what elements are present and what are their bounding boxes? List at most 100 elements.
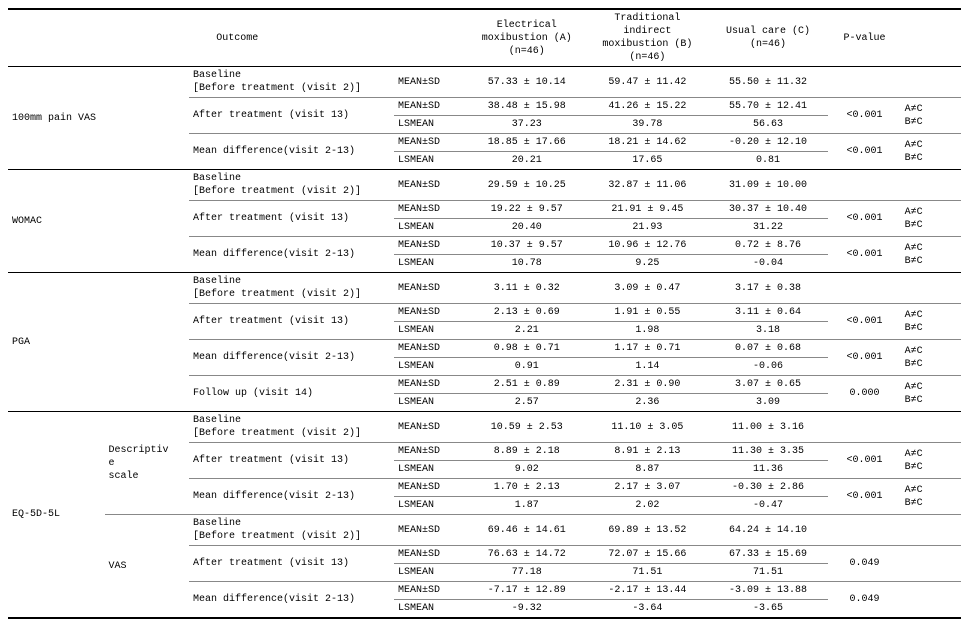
col-outcome: Outcome — [8, 9, 466, 67]
val-c: 3.07 ± 0.65 — [708, 376, 829, 394]
row-label: After treatment (visit 13) — [189, 546, 394, 582]
val-c: 3.09 — [708, 394, 829, 412]
val-a: 2.51 ± 0.89 — [466, 376, 587, 394]
val-b: 8.87 — [587, 461, 708, 479]
comparison: A≠CB≠C — [901, 340, 961, 376]
val-c: 31.09 ± 10.00 — [708, 170, 829, 201]
stat-type: MEAN±SD — [394, 273, 466, 304]
val-c: 31.22 — [708, 219, 829, 237]
val-c: -0.47 — [708, 497, 829, 515]
table-row: OutcomeElectrical moxibustion (A) (n=46)… — [8, 9, 961, 67]
stat-type: MEAN±SD — [394, 376, 466, 394]
val-b: 2.31 ± 0.90 — [587, 376, 708, 394]
row-label: Mean difference(visit 2-13) — [189, 479, 394, 515]
val-c: 56.63 — [708, 116, 829, 134]
val-b: 8.91 ± 2.13 — [587, 443, 708, 461]
stat-type: LSMEAN — [394, 394, 466, 412]
val-c: 3.18 — [708, 322, 829, 340]
stat-type: LSMEAN — [394, 116, 466, 134]
val-b: 2.02 — [587, 497, 708, 515]
stat-type: LSMEAN — [394, 600, 466, 619]
row-label: After treatment (visit 13) — [189, 304, 394, 340]
p-value: 0.049 — [828, 546, 900, 582]
outcomes-table: OutcomeElectrical moxibustion (A) (n=46)… — [8, 8, 961, 619]
p-value: <0.001 — [828, 340, 900, 376]
p-value: 0.049 — [828, 582, 900, 619]
p-value — [828, 515, 900, 546]
val-c: 11.36 — [708, 461, 829, 479]
outcome-name: EQ-5D-5L — [8, 412, 105, 619]
val-b: 1.17 ± 0.71 — [587, 340, 708, 358]
col-group-c: Usual care (C) (n=46) — [708, 9, 829, 67]
col-group-a: Electrical moxibustion (A) (n=46) — [466, 9, 587, 67]
comparison — [901, 412, 961, 443]
val-a: 77.18 — [466, 564, 587, 582]
outcome-name: WOMAC — [8, 170, 189, 273]
comparison: A≠CB≠C — [901, 479, 961, 515]
val-a: 1.87 — [466, 497, 587, 515]
comparison: A≠CB≠C — [901, 443, 961, 479]
val-c: 71.51 — [708, 564, 829, 582]
val-c: -0.30 ± 2.86 — [708, 479, 829, 497]
row-label: After treatment (visit 13) — [189, 98, 394, 134]
val-c: -3.09 ± 13.88 — [708, 582, 829, 600]
val-c: 0.81 — [708, 152, 829, 170]
val-c: -0.04 — [708, 255, 829, 273]
val-a: 8.89 ± 2.18 — [466, 443, 587, 461]
stat-type: MEAN±SD — [394, 134, 466, 152]
col-compare — [901, 9, 961, 67]
val-b: 1.14 — [587, 358, 708, 376]
stat-type: MEAN±SD — [394, 582, 466, 600]
val-b: 72.07 ± 15.66 — [587, 546, 708, 564]
row-label: Mean difference(visit 2-13) — [189, 237, 394, 273]
val-b: 10.96 ± 12.76 — [587, 237, 708, 255]
p-value — [828, 273, 900, 304]
val-c: 11.30 ± 3.35 — [708, 443, 829, 461]
row-label: Follow up (visit 14) — [189, 376, 394, 412]
val-b: 2.17 ± 3.07 — [587, 479, 708, 497]
val-c: 3.17 ± 0.38 — [708, 273, 829, 304]
comparison: A≠CB≠C — [901, 237, 961, 273]
val-a: 10.59 ± 2.53 — [466, 412, 587, 443]
val-b: 2.36 — [587, 394, 708, 412]
table-row: WOMACBaseline[Before treatment (visit 2)… — [8, 170, 961, 201]
val-b: 41.26 ± 15.22 — [587, 98, 708, 116]
stat-type: MEAN±SD — [394, 201, 466, 219]
stat-type: LSMEAN — [394, 152, 466, 170]
comparison: A≠CB≠C — [901, 98, 961, 134]
val-b: 3.09 ± 0.47 — [587, 273, 708, 304]
p-value: <0.001 — [828, 98, 900, 134]
stat-type: MEAN±SD — [394, 170, 466, 201]
stat-type: LSMEAN — [394, 358, 466, 376]
stat-type: MEAN±SD — [394, 98, 466, 116]
val-a: -9.32 — [466, 600, 587, 619]
val-a: 37.23 — [466, 116, 587, 134]
val-b: 59.47 ± 11.42 — [587, 67, 708, 98]
val-b: 39.78 — [587, 116, 708, 134]
val-a: 2.57 — [466, 394, 587, 412]
val-a: 20.21 — [466, 152, 587, 170]
p-value: <0.001 — [828, 237, 900, 273]
stat-type: LSMEAN — [394, 322, 466, 340]
val-a: 18.85 ± 17.66 — [466, 134, 587, 152]
val-a: 57.33 ± 10.14 — [466, 67, 587, 98]
stat-type: MEAN±SD — [394, 412, 466, 443]
comparison — [901, 170, 961, 201]
val-a: 20.40 — [466, 219, 587, 237]
stat-type: LSMEAN — [394, 497, 466, 515]
val-a: 0.91 — [466, 358, 587, 376]
stat-type: LSMEAN — [394, 564, 466, 582]
val-b: 1.91 ± 0.55 — [587, 304, 708, 322]
stat-type: MEAN±SD — [394, 304, 466, 322]
val-b: -2.17 ± 13.44 — [587, 582, 708, 600]
val-a: 38.48 ± 15.98 — [466, 98, 587, 116]
stat-type: LSMEAN — [394, 219, 466, 237]
col-group-b: Traditional indirect moxibustion (B) (n=… — [587, 9, 708, 67]
col-pvalue: P-value — [828, 9, 900, 67]
p-value: <0.001 — [828, 201, 900, 237]
comparison: A≠CB≠C — [901, 304, 961, 340]
val-a: 2.13 ± 0.69 — [466, 304, 587, 322]
val-c: 55.50 ± 11.32 — [708, 67, 829, 98]
val-b: 18.21 ± 14.62 — [587, 134, 708, 152]
comparison — [901, 67, 961, 98]
